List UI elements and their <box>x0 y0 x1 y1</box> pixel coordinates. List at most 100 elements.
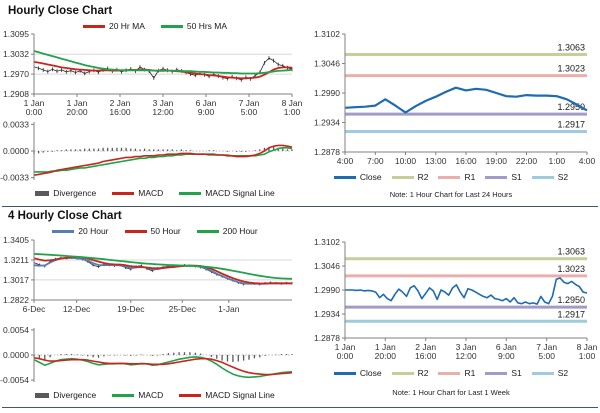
svg-text:10:00: 10:00 <box>395 156 417 166</box>
hourly-macd-chart: 0.0033 0.0000 -0.0033 <box>0 119 293 183</box>
legend-label: R1 <box>464 368 476 378</box>
svg-text:1:00: 1:00 <box>284 107 301 117</box>
legend-item: S1 <box>485 368 522 378</box>
svg-text:13:00: 13:00 <box>425 156 447 166</box>
svg-text:1.2878: 1.2878 <box>314 147 340 157</box>
svg-text:1.2917: 1.2917 <box>557 309 585 319</box>
svg-text:4:00: 4:00 <box>579 156 596 166</box>
legend-line-swatch <box>124 229 147 233</box>
four-hourly-macd-chart: 0.0054 0.0000 -0.0054 <box>0 325 293 385</box>
svg-text:0:00: 0:00 <box>337 351 354 361</box>
svg-text:1-Jan: 1-Jan <box>218 304 240 314</box>
legend-label: 200 Hour <box>222 226 258 236</box>
svg-text:8 Jan: 8 Jan <box>282 98 303 108</box>
svg-text:9:00: 9:00 <box>198 107 215 117</box>
svg-text:6 Jan: 6 Jan <box>196 98 217 108</box>
legend-line-swatch <box>112 393 135 397</box>
section-divider-top <box>2 206 598 207</box>
four-hourly-ma-legend: 20 Hour 50 Hour 200 Hour <box>25 226 285 236</box>
svg-text:25-Dec: 25-Dec <box>169 304 197 314</box>
svg-text:1 Jan: 1 Jan <box>375 342 396 352</box>
svg-text:1.3046: 1.3046 <box>314 59 340 69</box>
svg-text:1.3095: 1.3095 <box>3 29 29 39</box>
legend-label: 50 Hour <box>150 226 181 236</box>
svg-text:4:00: 4:00 <box>337 156 354 166</box>
svg-text:12-Dec: 12-Dec <box>63 304 91 314</box>
legend-line-swatch <box>179 191 202 195</box>
four-hourly-close-chart-title: 4 Hourly Close Chart <box>8 210 122 222</box>
legend-line-swatch <box>438 175 461 179</box>
legend-label: 20 Hr MA <box>108 21 145 31</box>
legend-item: R1 <box>438 172 475 182</box>
legend-line-swatch <box>531 175 554 179</box>
legend-line-swatch <box>179 393 202 397</box>
svg-text:1.2908: 1.2908 <box>3 89 29 99</box>
svg-text:0:00: 0:00 <box>26 107 43 117</box>
svg-text:1 Jan: 1 Jan <box>335 342 356 352</box>
svg-text:8 Jan: 8 Jan <box>577 342 598 352</box>
svg-text:0.0000: 0.0000 <box>3 146 29 156</box>
svg-text:-0.0054: -0.0054 <box>0 375 29 385</box>
svg-text:9:00: 9:00 <box>498 351 515 361</box>
legend-line-swatch <box>438 371 461 375</box>
svg-text:1.2950: 1.2950 <box>557 102 585 112</box>
svg-text:1.3405: 1.3405 <box>3 235 29 245</box>
svg-text:12:00: 12:00 <box>152 107 174 117</box>
svg-text:1.3063: 1.3063 <box>557 247 585 257</box>
legend-label: MACD Signal Line <box>205 390 275 400</box>
legend-line-swatch <box>391 371 414 375</box>
legend-item: 50 Hour <box>124 226 181 236</box>
svg-text:1.3046: 1.3046 <box>314 261 340 271</box>
legend-item: Close <box>333 172 382 182</box>
legend-line-swatch <box>82 24 105 28</box>
svg-text:1.2950: 1.2950 <box>557 295 585 305</box>
legend-label: S1 <box>511 368 522 378</box>
legend-label: 50 Hrs MA <box>186 21 228 31</box>
svg-text:16:00: 16:00 <box>415 351 437 361</box>
svg-text:5:00: 5:00 <box>241 107 258 117</box>
svg-text:1.3063: 1.3063 <box>557 43 585 53</box>
svg-text:1.3032: 1.3032 <box>3 49 29 59</box>
svg-text:19-Dec: 19-Dec <box>117 304 145 314</box>
svg-text:19:00: 19:00 <box>486 156 508 166</box>
svg-text:0.0054: 0.0054 <box>3 325 29 335</box>
legend-item: 50 Hrs MA <box>160 21 228 31</box>
legend-item: 20 Hr MA <box>82 21 145 31</box>
legend-line-swatch <box>485 175 508 179</box>
legend-item: Divergence <box>35 188 96 198</box>
svg-text:1.2970: 1.2970 <box>3 69 29 79</box>
legend-item: R2 <box>391 172 428 182</box>
svg-text:1.2934: 1.2934 <box>314 309 340 319</box>
legend-item: R1 <box>438 368 475 378</box>
legend-item: 200 Hour <box>196 226 258 236</box>
legend-item: 20 Hour <box>52 226 109 236</box>
legend-line-swatch <box>333 175 356 179</box>
svg-text:6 Jan: 6 Jan <box>496 342 517 352</box>
legend-item: MACD Signal Line <box>179 188 275 198</box>
svg-text:1:00: 1:00 <box>549 156 566 166</box>
svg-text:1.2917: 1.2917 <box>557 120 585 130</box>
svg-text:7 Jan: 7 Jan <box>536 342 557 352</box>
legend-line-swatch <box>112 191 135 195</box>
legend-line-swatch <box>160 24 183 28</box>
pivot-24h-note: Note: 1 Hour Chart for Last 24 Hours <box>389 190 513 199</box>
svg-text:7:00: 7:00 <box>367 156 384 166</box>
legend-item: S1 <box>485 172 522 182</box>
legend-label: MACD <box>138 188 164 198</box>
legend-item: Close <box>333 368 382 378</box>
svg-text:3 Jan: 3 Jan <box>153 98 174 108</box>
svg-text:22:00: 22:00 <box>516 156 538 166</box>
svg-text:20:00: 20:00 <box>66 107 88 117</box>
legend-item: MACD <box>112 390 163 400</box>
legend-label: R2 <box>417 368 429 378</box>
svg-text:1.2990: 1.2990 <box>314 88 340 98</box>
legend-item: Divergence <box>35 390 96 400</box>
legend-label: S2 <box>557 368 569 378</box>
legend-label: S1 <box>511 172 522 182</box>
svg-text:16:00: 16:00 <box>455 156 477 166</box>
legend-line-swatch <box>531 371 554 375</box>
section-divider-bottom <box>2 407 598 408</box>
svg-text:12:00: 12:00 <box>455 351 477 361</box>
